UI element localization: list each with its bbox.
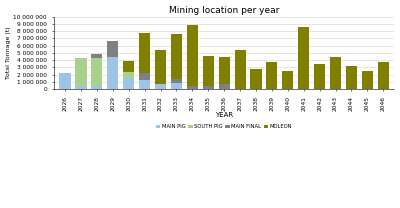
Bar (346, 66, 357, 89)
Bar (155, 84, 166, 89)
Bar (330, 57, 341, 89)
Title: Mining location per year: Mining location per year (169, 6, 279, 15)
Bar (60, 73, 71, 89)
X-axis label: YEAR: YEAR (215, 113, 233, 119)
Bar (107, 41, 118, 57)
Bar (187, 25, 198, 85)
Bar (91, 54, 102, 58)
Bar (75, 58, 86, 85)
Bar (234, 50, 246, 89)
Y-axis label: Total Tonnage (t): Total Tonnage (t) (6, 27, 10, 79)
Bar (219, 57, 230, 84)
Bar (298, 27, 309, 89)
Bar (250, 69, 262, 89)
Bar (266, 62, 278, 89)
Bar (378, 62, 389, 89)
Bar (171, 34, 182, 79)
Bar (314, 64, 325, 89)
Bar (123, 78, 134, 89)
Bar (282, 71, 293, 89)
Bar (107, 57, 118, 89)
Bar (155, 50, 166, 84)
Bar (139, 73, 150, 80)
Bar (123, 61, 134, 72)
Bar (91, 85, 102, 89)
Bar (139, 33, 150, 73)
Bar (75, 85, 86, 89)
Bar (203, 56, 214, 86)
Bar (219, 84, 230, 89)
Bar (91, 58, 102, 85)
Bar (187, 85, 198, 89)
Bar (362, 71, 373, 89)
Legend: MAIN PIG, SOUTH PIG, MAIN FINAL, MOLEON: MAIN PIG, SOUTH PIG, MAIN FINAL, MOLEON (154, 122, 294, 131)
Bar (203, 86, 214, 89)
Bar (139, 80, 150, 89)
Bar (123, 72, 134, 78)
Bar (171, 83, 182, 89)
Bar (171, 79, 182, 83)
